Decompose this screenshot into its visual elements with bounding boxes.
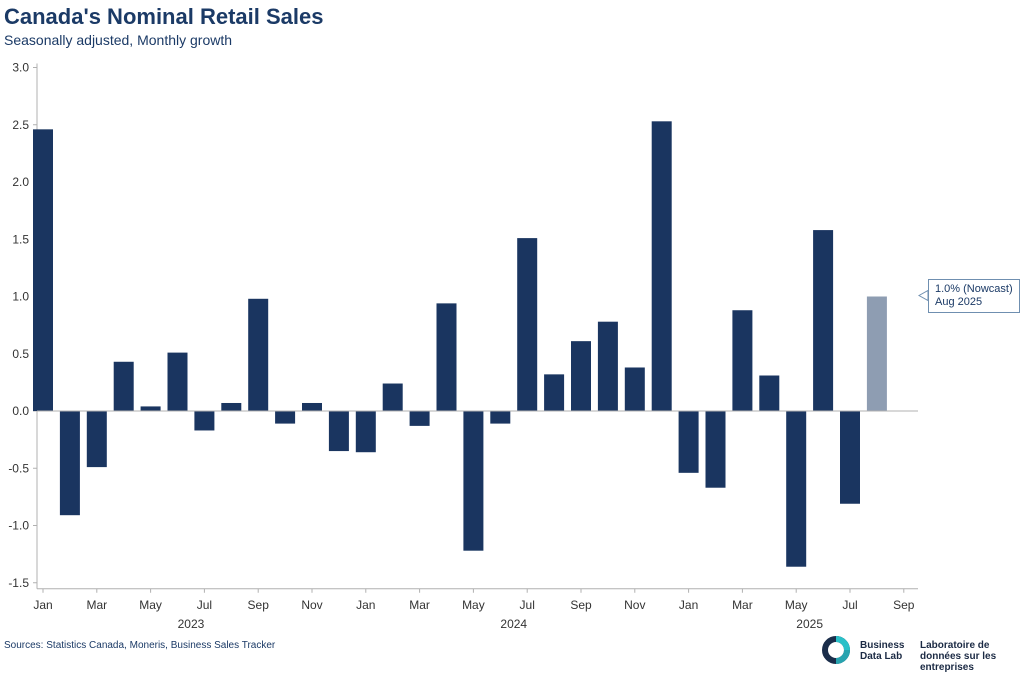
- bar: [571, 341, 591, 411]
- nowcast-annotation: 1.0% (Nowcast) Aug 2025: [928, 279, 1020, 313]
- bar: [140, 406, 161, 411]
- nowcast-annotation-line2: Aug 2025: [935, 296, 983, 308]
- y-tick-label: -1.0: [8, 519, 29, 533]
- bar: [597, 321, 618, 411]
- x-tick-label: Mar: [409, 598, 430, 612]
- bar: [436, 303, 457, 411]
- x-tick-label: Nov: [301, 598, 322, 612]
- x-tick-label: Nov: [624, 598, 645, 612]
- bar: [732, 310, 753, 411]
- logo-text-english: Business Data Lab: [860, 640, 905, 662]
- bar: [302, 402, 322, 411]
- y-tick-label: 1.5: [12, 232, 29, 246]
- y-tick-label: 1.0: [12, 290, 29, 304]
- chart-subtitle: Seasonally adjusted, Monthly growth: [4, 32, 233, 48]
- y-tick-label: -0.5: [8, 461, 29, 475]
- y-tick-label: 2.0: [12, 175, 29, 189]
- bar: [248, 298, 269, 411]
- bar: [678, 411, 699, 473]
- bar: [275, 411, 296, 424]
- x-tick-label: Sep: [893, 598, 915, 612]
- bar: [355, 411, 376, 453]
- bar: [463, 411, 484, 551]
- x-tick-label: Jul: [842, 598, 857, 612]
- bar: [813, 230, 834, 411]
- nowcast-annotation-line1: 1.0% (Nowcast): [935, 283, 1013, 295]
- bar: [409, 411, 430, 426]
- x-tick-label: May: [462, 598, 485, 612]
- y-tick-label: 2.5: [12, 118, 29, 132]
- annotation-pointer: [917, 289, 929, 302]
- bar: [221, 402, 242, 411]
- bar: [705, 411, 726, 488]
- logo-text-french: Laboratoire de données sur les entrepris…: [920, 640, 997, 673]
- bar: [194, 411, 215, 431]
- bar: [382, 383, 403, 411]
- bar: [840, 411, 860, 504]
- x-tick-label: Jul: [520, 598, 535, 612]
- business-data-lab-logo: Business Data Lab Laboratoire de données…: [822, 636, 1022, 673]
- logo-mark-icon: [822, 636, 850, 664]
- x-tick-label: Jan: [33, 598, 52, 612]
- y-tick-label: -1.5: [8, 576, 29, 590]
- x-tick-label: Mar: [86, 598, 107, 612]
- bar: [328, 411, 349, 452]
- bar: [786, 411, 807, 567]
- bar: [167, 352, 188, 411]
- bar: [651, 121, 672, 411]
- bar-nowcast: [866, 296, 887, 411]
- bar: [113, 361, 134, 411]
- chart-title: Canada's Nominal Retail Sales: [4, 4, 324, 29]
- bar: [544, 374, 565, 411]
- bar: [59, 411, 80, 516]
- x-year-label: 2025: [796, 617, 823, 631]
- x-tick-label: Jan: [356, 598, 375, 612]
- x-tick-label: Sep: [570, 598, 592, 612]
- x-year-label: 2023: [178, 617, 205, 631]
- source-note: Sources: Statistics Canada, Moneris, Bus…: [4, 640, 276, 651]
- bar: [624, 367, 645, 411]
- bar: [33, 129, 53, 411]
- x-tick-label: Mar: [732, 598, 753, 612]
- y-tick-label: 3.0: [12, 61, 29, 75]
- bar: [86, 411, 107, 468]
- bar: [517, 238, 538, 411]
- x-tick-label: May: [139, 598, 162, 612]
- bar: [759, 375, 780, 411]
- y-tick-label: 0.5: [12, 347, 29, 361]
- bar: [490, 411, 511, 424]
- y-tick-label: 0.0: [12, 404, 29, 418]
- x-tick-label: Jul: [197, 598, 212, 612]
- x-tick-label: Sep: [248, 598, 270, 612]
- x-year-label: 2024: [500, 617, 527, 631]
- x-tick-label: Jan: [679, 598, 698, 612]
- x-tick-label: May: [785, 598, 808, 612]
